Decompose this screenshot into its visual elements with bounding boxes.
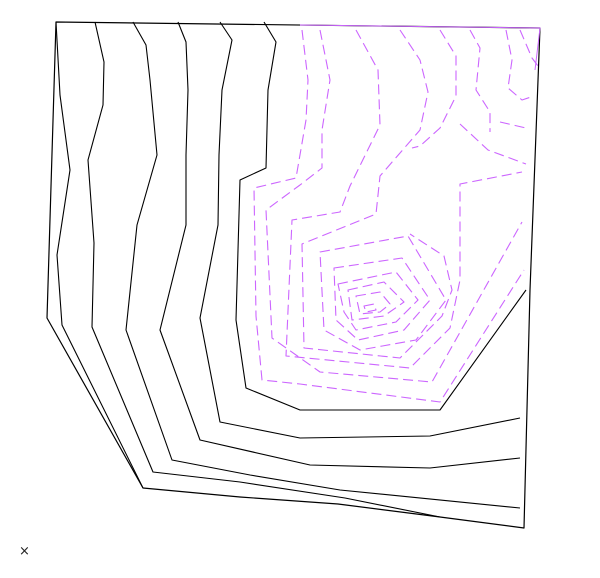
solid-contour-3 (125, 21, 521, 509)
solid-contour-2 (87, 21, 441, 518)
solid-contour-1 (55, 21, 144, 489)
dashed-ring-center (363, 303, 377, 313)
dashed-contour-4 (301, 29, 453, 359)
dashed-contour-7 (505, 29, 535, 101)
dashed-ring-2 (333, 257, 431, 341)
dashed-contour-1 (253, 29, 525, 403)
dashed-contour-2 (265, 29, 523, 383)
domain-boundary (46, 21, 541, 529)
dashed-contour-6 (469, 29, 491, 132)
solid-contour-5 (199, 21, 521, 439)
dashed-contour-5 (411, 29, 457, 149)
dashed-ring-5 (355, 291, 391, 315)
dashed-contour-9 (459, 123, 527, 165)
solid-contours (55, 21, 527, 518)
dashed-ring-1 (319, 235, 447, 351)
dashed-contour-8 (519, 29, 539, 67)
dashed-contour-3 (285, 29, 523, 369)
solid-contour-4 (159, 21, 521, 469)
dashed-contour-10 (499, 121, 527, 129)
domain-boundary-top-dashed (299, 24, 541, 71)
dashed-contours (253, 29, 539, 403)
dashed-ring-4 (347, 281, 405, 321)
solid-contour-6 (235, 21, 527, 411)
close-icon[interactable]: × (19, 544, 30, 559)
dashed-ring-3 (337, 271, 419, 331)
